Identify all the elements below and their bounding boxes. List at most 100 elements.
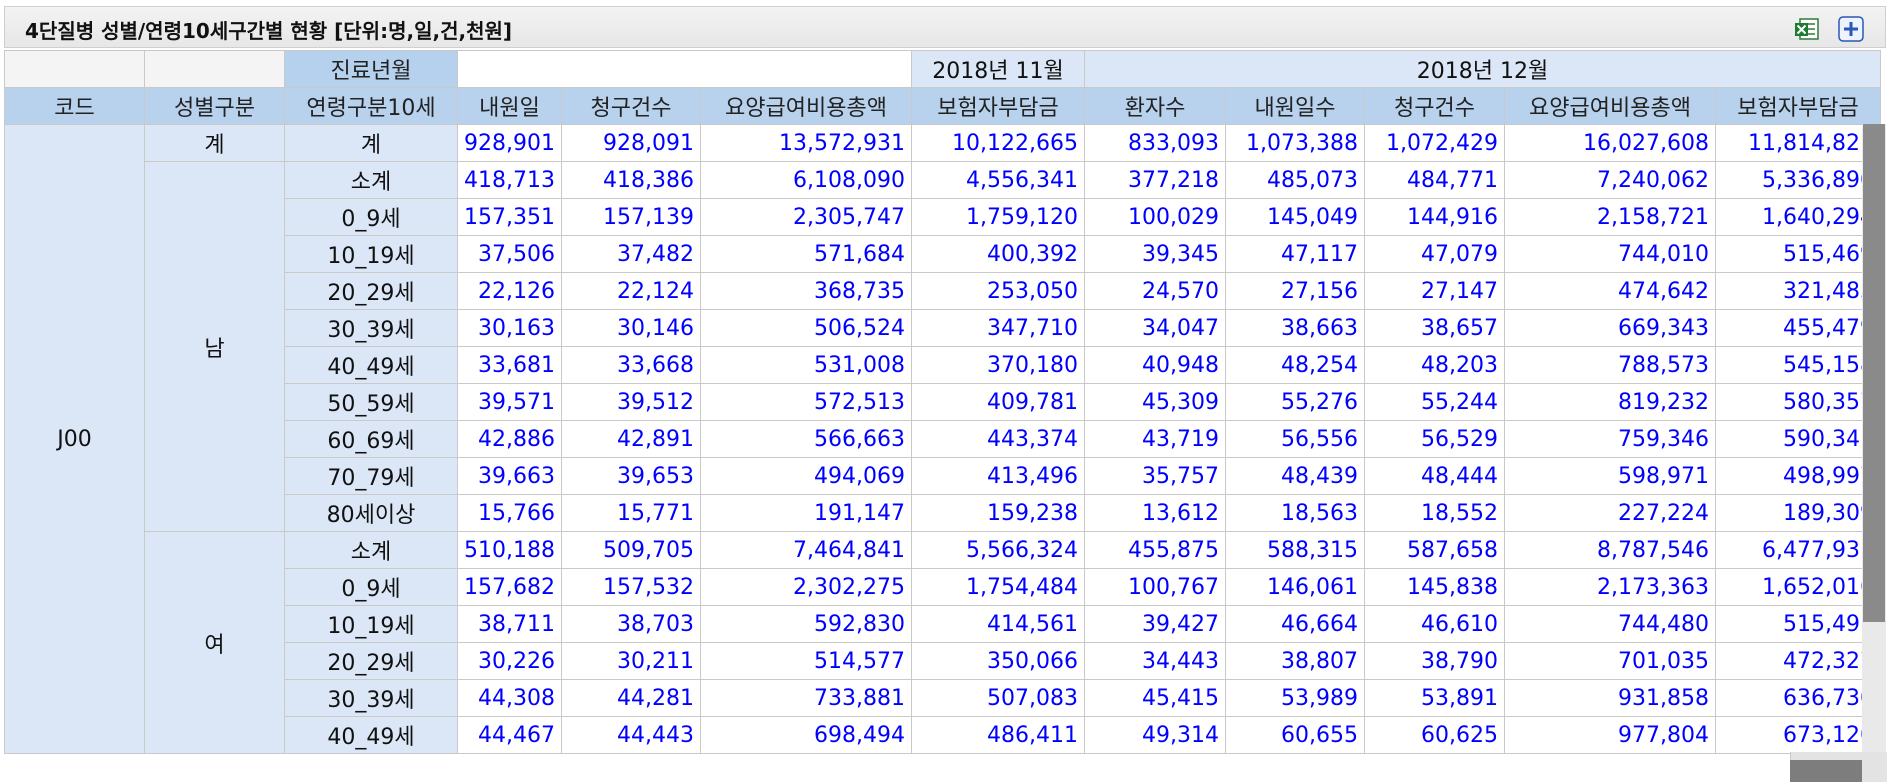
value-cell: 350,066 xyxy=(910,642,1085,680)
measure-header: 보험자부담금 xyxy=(1714,87,1881,125)
age-cell: 10_19세 xyxy=(284,605,458,643)
value-cell: 27,156 xyxy=(1224,272,1365,310)
table-row: 50_59세 39,571 39,512 572,513 409,781 45,309 55… xyxy=(5,383,1881,421)
value-cell: 590,341 xyxy=(1714,420,1881,458)
value-cell: 30,226 xyxy=(457,642,562,680)
value-cell: 673,120 xyxy=(1714,716,1881,754)
value-cell: 45,415 xyxy=(1083,679,1226,717)
value-cell: 13,612 xyxy=(1083,494,1226,532)
value-cell: 572,513 xyxy=(699,383,912,421)
value-cell: 377,218 xyxy=(1083,161,1226,199)
value-cell: 669,343 xyxy=(1503,309,1716,347)
age-cell: 10_19세 xyxy=(284,235,458,273)
value-cell: 18,552 xyxy=(1363,494,1505,532)
value-cell: 38,657 xyxy=(1363,309,1505,347)
value-cell: 15,766 xyxy=(457,494,562,532)
value-cell: 418,386 xyxy=(560,161,701,199)
value-cell: 321,485 xyxy=(1714,272,1881,310)
value-cell: 698,494 xyxy=(699,716,912,754)
value-cell: 253,050 xyxy=(910,272,1085,310)
value-cell: 34,047 xyxy=(1083,309,1226,347)
value-cell: 33,681 xyxy=(457,346,562,384)
value-cell: 494,069 xyxy=(699,457,912,495)
value-cell: 531,008 xyxy=(699,346,912,384)
page-title: 4단질병 성별/연령10세구간별 현황 [단위:명,일,건,천원] xyxy=(25,19,513,43)
dim-header: 연령구분10세 xyxy=(284,87,458,125)
value-cell: 44,467 xyxy=(457,716,562,754)
value-cell: 545,158 xyxy=(1714,346,1881,384)
age-cell: 0_9세 xyxy=(284,568,458,606)
age-cell: 계 xyxy=(284,124,458,162)
value-cell: 6,477,931 xyxy=(1714,531,1881,569)
table-row: 40_49세 33,681 33,668 531,008 370,180 40,948 48… xyxy=(5,346,1881,384)
value-cell: 587,658 xyxy=(1363,531,1505,569)
value-cell: 370,180 xyxy=(910,346,1085,384)
sex-cell: 계 xyxy=(144,124,285,162)
value-cell: 146,061 xyxy=(1224,568,1365,606)
value-cell: 38,663 xyxy=(1224,309,1365,347)
value-cell: 55,244 xyxy=(1363,383,1505,421)
table-row: 0_9세 157,682 157,532 2,302,275 1,754,484 100,… xyxy=(5,568,1881,606)
scrollbar-thumb[interactable] xyxy=(1863,124,1885,622)
table-body: J00 계 계 928,901 928,091 13,572,931 10,122,665 8… xyxy=(4,124,1881,754)
age-cell: 70_79세 xyxy=(284,457,458,495)
value-cell: 510,188 xyxy=(457,531,562,569)
value-cell: 47,117 xyxy=(1224,235,1365,273)
value-cell: 506,524 xyxy=(699,309,912,347)
value-cell: 157,139 xyxy=(560,198,701,236)
expand-plus-icon[interactable] xyxy=(1837,16,1865,42)
value-cell: 414,561 xyxy=(910,605,1085,643)
value-cell: 49,314 xyxy=(1083,716,1226,754)
horizontal-scrollbar-thumb[interactable] xyxy=(1790,760,1862,782)
period-header-row: 진료년월 2018년 11월 2018년 12월 xyxy=(4,50,1881,88)
value-cell: 744,010 xyxy=(1503,235,1716,273)
value-cell: 2,158,721 xyxy=(1503,198,1716,236)
excel-download-icon[interactable] xyxy=(1793,16,1821,42)
value-cell: 592,830 xyxy=(699,605,912,643)
value-cell: 47,079 xyxy=(1363,235,1505,273)
stats-table: 진료년월 2018년 11월 2018년 12월 코드 성별구분 연령구분10세… xyxy=(4,50,1881,754)
value-cell: 514,577 xyxy=(699,642,912,680)
measure-header: 보험자부담금 xyxy=(910,87,1085,125)
value-cell: 1,073,388 xyxy=(1224,124,1365,162)
value-cell: 18,563 xyxy=(1224,494,1365,532)
value-cell: 580,357 xyxy=(1714,383,1881,421)
value-cell: 39,512 xyxy=(560,383,701,421)
period-header-2018-11: 2018년 11월 xyxy=(910,50,1085,88)
value-cell: 38,703 xyxy=(560,605,701,643)
value-cell: 27,147 xyxy=(1363,272,1505,310)
age-cell: 60_69세 xyxy=(284,420,458,458)
table-row: 20_29세 30,226 30,211 514,577 350,066 34,443 38… xyxy=(5,642,1881,680)
dim-header: 성별구분 xyxy=(144,87,285,125)
pivot-label-cell: 진료년월 xyxy=(284,50,458,88)
value-cell: 48,439 xyxy=(1224,457,1365,495)
table-row: 10_19세 37,506 37,482 571,684 400,392 39,345 47… xyxy=(5,235,1881,273)
value-cell: 418,713 xyxy=(457,161,562,199)
value-cell: 15,771 xyxy=(560,494,701,532)
value-cell: 39,663 xyxy=(457,457,562,495)
value-cell: 701,035 xyxy=(1503,642,1716,680)
code-cell: J00 xyxy=(4,124,145,754)
value-cell: 977,804 xyxy=(1503,716,1716,754)
value-cell: 347,710 xyxy=(910,309,1085,347)
value-cell: 44,443 xyxy=(560,716,701,754)
value-cell: 44,281 xyxy=(560,679,701,717)
value-cell: 145,838 xyxy=(1363,568,1505,606)
value-cell: 588,315 xyxy=(1224,531,1365,569)
value-cell: 5,336,890 xyxy=(1714,161,1881,199)
value-cell: 33,668 xyxy=(560,346,701,384)
title-bar: 4단질병 성별/연령10세구간별 현황 [단위:명,일,건,천원] xyxy=(4,6,1886,48)
period-header-2018-12: 2018년 12월 xyxy=(1083,50,1881,88)
value-cell: 46,610 xyxy=(1363,605,1505,643)
value-cell: 191,147 xyxy=(699,494,912,532)
value-cell: 227,224 xyxy=(1503,494,1716,532)
value-cell: 486,411 xyxy=(910,716,1085,754)
value-cell: 4,556,341 xyxy=(910,161,1085,199)
age-cell: 50_59세 xyxy=(284,383,458,421)
value-cell: 928,901 xyxy=(457,124,562,162)
table-row: 10_19세 38,711 38,703 592,830 414,561 39,427 46… xyxy=(5,605,1881,643)
value-cell: 7,240,062 xyxy=(1503,161,1716,199)
dim-header: 코드 xyxy=(4,87,145,125)
table-row: 80세이상 15,766 15,771 191,147 159,238 13,612 18,… xyxy=(5,494,1881,532)
value-cell: 100,767 xyxy=(1083,568,1226,606)
